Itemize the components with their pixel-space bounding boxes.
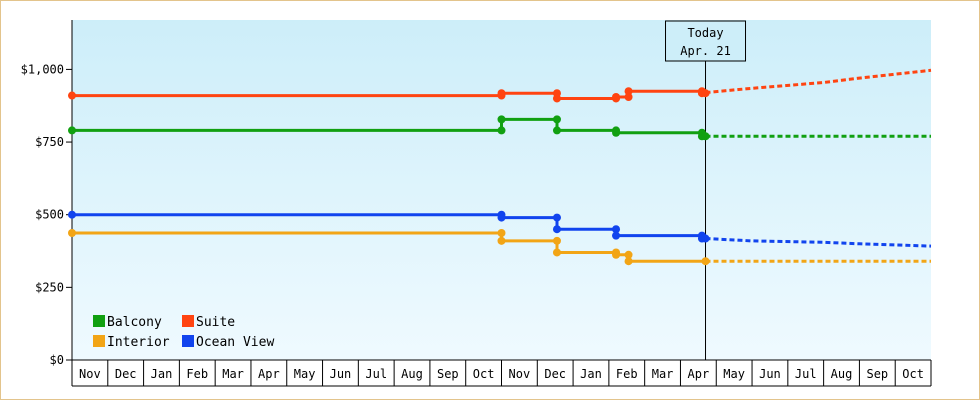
y-tick-label: $1,000 — [21, 62, 64, 76]
data-point — [552, 236, 561, 245]
legend-label: Ocean View — [196, 335, 274, 350]
data-point — [552, 94, 561, 103]
data-point — [68, 229, 76, 238]
data-point — [68, 210, 76, 219]
data-point — [497, 126, 506, 135]
x-tick-label: Jun — [330, 367, 352, 381]
today-date: Apr. 21 — [680, 44, 731, 58]
x-tick-label: Jan — [151, 367, 173, 381]
today-label: Today — [687, 26, 723, 40]
series-ocean-view — [68, 210, 932, 248]
data-point — [552, 115, 561, 124]
legend-label: Interior — [107, 335, 170, 350]
data-point — [624, 87, 633, 96]
legend-swatch — [93, 315, 105, 327]
data-point — [701, 89, 710, 98]
legend-item: Balcony — [93, 315, 162, 330]
x-tick-label: Sep — [866, 367, 888, 381]
data-point — [497, 89, 506, 98]
data-point — [624, 257, 633, 266]
y-tick-label: $500 — [35, 208, 64, 222]
y-tick-label: $750 — [35, 135, 64, 149]
data-point — [497, 213, 506, 222]
x-tick-label: Oct — [473, 367, 495, 381]
data-point — [612, 128, 621, 137]
data-point — [612, 231, 621, 240]
data-point — [612, 225, 621, 234]
x-tick-label: Mar — [222, 367, 244, 381]
legend: Balcony Suite Interior Ocean View — [93, 315, 274, 350]
data-point — [552, 213, 561, 222]
x-tick-label: Mar — [652, 367, 674, 381]
legend-item: Ocean View — [182, 335, 274, 350]
legend-swatch — [182, 315, 194, 327]
data-point — [612, 93, 621, 102]
legend-label: Balcony — [107, 315, 162, 330]
data-point — [701, 257, 710, 266]
data-point — [624, 93, 633, 102]
x-axis: Nov Dec Jan Feb Mar Apr May Jun Jul Aug Sep Oct Nov D… — [71, 359, 932, 387]
x-tick-label: Jun — [759, 367, 781, 381]
data-point — [68, 91, 76, 100]
x-tick-label: Oct — [902, 367, 924, 381]
y-tick-label: $250 — [35, 280, 64, 294]
legend-label: Suite — [196, 315, 235, 330]
data-point — [552, 126, 561, 135]
data-point — [497, 229, 506, 238]
y-axis: $0 $250 $500 $750 $1,000 — [21, 20, 73, 367]
data-point — [68, 126, 76, 135]
series-layer — [68, 68, 932, 266]
series-interior — [68, 229, 931, 266]
x-tick-label: Nov — [509, 367, 531, 381]
data-point — [701, 132, 710, 141]
x-tick-label: Jul — [365, 367, 387, 381]
x-tick-label: Aug — [831, 367, 853, 381]
data-point — [552, 248, 561, 257]
legend-swatch — [182, 335, 194, 347]
x-tick-label: Jul — [795, 367, 817, 381]
data-point — [701, 234, 710, 243]
x-tick-label: Apr — [688, 367, 710, 381]
forecast-line — [705, 237, 932, 248]
legend-item: Suite — [182, 315, 235, 330]
data-point — [552, 225, 561, 234]
data-point — [612, 250, 621, 259]
today-box — [665, 20, 747, 62]
today-marker: Today Apr. 21 — [665, 20, 747, 360]
data-point — [497, 115, 506, 124]
x-tick-label: May — [294, 367, 316, 381]
legend-item: Interior — [93, 335, 170, 350]
legend-swatch — [93, 335, 105, 347]
x-tick-label: Sep — [437, 367, 459, 381]
x-tick-label: Dec — [544, 367, 566, 381]
x-tick-label: Jan — [580, 367, 602, 381]
x-tick-label: Apr — [258, 367, 280, 381]
forecast-line — [705, 68, 932, 95]
series-balcony — [68, 115, 931, 141]
x-tick-label: Nov — [79, 367, 101, 381]
x-tick-label: Feb — [616, 367, 638, 381]
y-tick-label: $0 — [50, 353, 64, 367]
x-tick-label: Feb — [186, 367, 208, 381]
data-point — [624, 250, 633, 259]
x-tick-label: Aug — [401, 367, 423, 381]
plot-background — [72, 20, 931, 360]
series-suite — [68, 68, 932, 103]
data-point — [497, 236, 506, 245]
x-tick-label: Dec — [115, 367, 137, 381]
x-tick-label: May — [723, 367, 745, 381]
